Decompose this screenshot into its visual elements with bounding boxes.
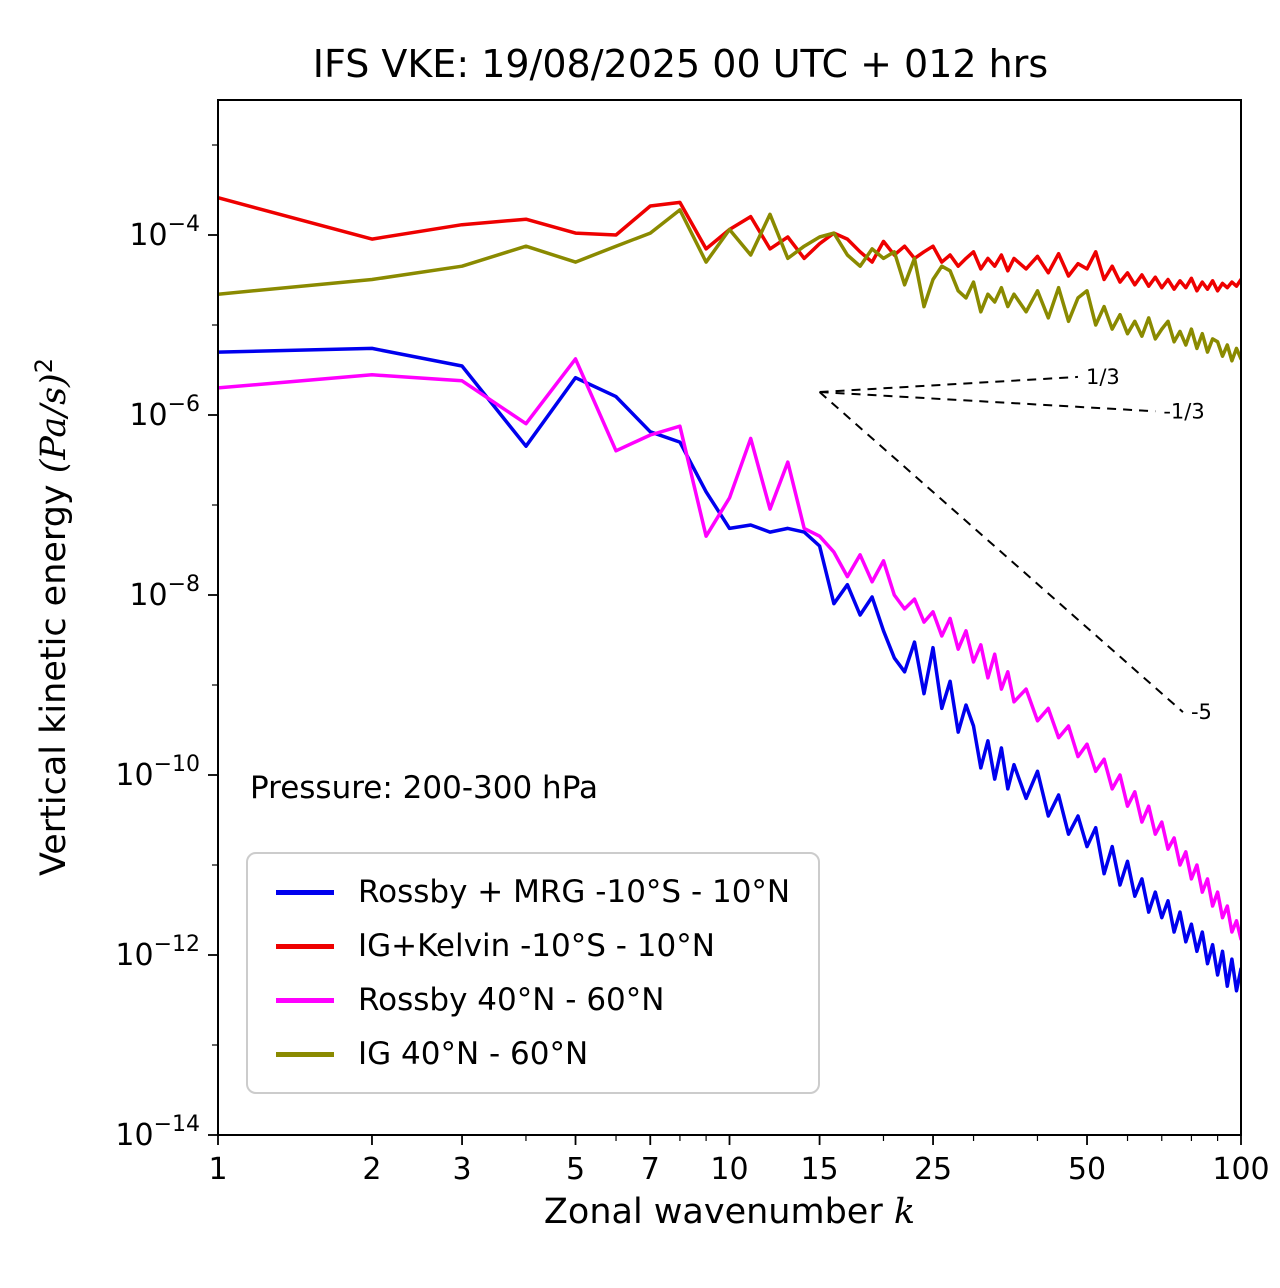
y-tick-label: 10−12 [115,932,200,973]
slope-ref-line-1-3 [819,375,1079,394]
y-axis-ticks: 10−4 10−6 10−8 10−10 10−12 10−14 [115,212,218,1153]
y-axis-label-math: (Pa/s) [33,373,74,474]
slope-label-1-3: 1/3 [1086,365,1120,389]
x-tick-label: 3 [453,1152,472,1187]
legend-swatch [276,997,334,1003]
slope-label-1-3: -1/3 [1163,399,1204,423]
x-tick-label: 2 [362,1152,381,1187]
plot-frame [217,99,1242,1136]
line-rossby-mrg-10-s-10-n [218,346,1241,993]
x-tick-label: 15 [800,1152,838,1187]
line-ig-40-n-60-n [218,208,1241,363]
y-tick-label: 10−14 [115,1112,200,1153]
x-tick-label: 50 [1068,1152,1106,1187]
legend-swatch [276,889,334,895]
legend-swatch [276,943,334,949]
legend-label: IG 40°N - 60°N [358,1036,589,1072]
y-tick-label: 10−10 [115,752,200,793]
x-tick-label: 10 [710,1152,748,1187]
slope-ref-line-5 [818,391,1184,713]
y-axis-label: Vertical kinetic energy (Pa/s)2 [30,358,74,876]
y-axis-label-text: Vertical kinetic energy [33,473,74,876]
legend-label: Rossby + MRG -10°S - 10°N [358,874,791,910]
chart-title: IFS VKE: 19/08/2025 00 UTC + 012 hrs [312,42,1049,86]
legend: Rossby + MRG -10°S - 10°N IG+Kelvin -10°S… [246,852,821,1094]
legend-swatch [276,1051,334,1057]
legend-item-rossby-mrg-10-s-10-n: Rossby + MRG -10°S - 10°N [276,874,790,910]
x-tick-label: 25 [914,1152,952,1187]
x-tick-label: 1 [208,1152,227,1187]
x-tick-label: 7 [641,1152,660,1187]
x-tick-label: 100 [1212,1152,1269,1187]
y-axis-label-exponent: 2 [30,358,59,374]
legend-item-rossby-40-n-60-n: Rossby 40°N - 60°N [276,982,790,1018]
y-tick-label: 10−8 [129,572,200,613]
legend-item-ig-40-n-60-n: IG 40°N - 60°N [276,1036,790,1072]
line-ig-kelvin-10-s-10-n [218,195,1241,293]
legend-label: Rossby 40°N - 60°N [358,982,665,1018]
series-lines [218,195,1241,993]
x-axis-label-text: Zonal wavenumber [543,1192,894,1232]
legend-label: IG+Kelvin -10°S - 10°N [358,928,715,964]
x-axis-label-math: k [893,1192,916,1232]
slope-ref-line-1-3 [819,391,1156,413]
x-tick-label: 5 [566,1152,585,1187]
y-tick-label: 10−6 [129,392,200,433]
slope-label-5: -5 [1191,700,1212,724]
line-rossby-40-n-60-n [218,357,1241,941]
x-axis-ticks: 1 2 3 5 7 10 15 25 50 100 [208,1135,1270,1187]
y-tick-label: 10−4 [129,212,200,253]
x-axis-label: Zonal wavenumber k [218,1192,1241,1232]
legend-item-ig-kelvin-10-s-10-n: IG+Kelvin -10°S - 10°N [276,928,790,964]
pressure-annotation: Pressure: 200-300 hPa [250,770,598,806]
slope-reference-lines: 1/3 -1/3 -5 [818,365,1212,724]
